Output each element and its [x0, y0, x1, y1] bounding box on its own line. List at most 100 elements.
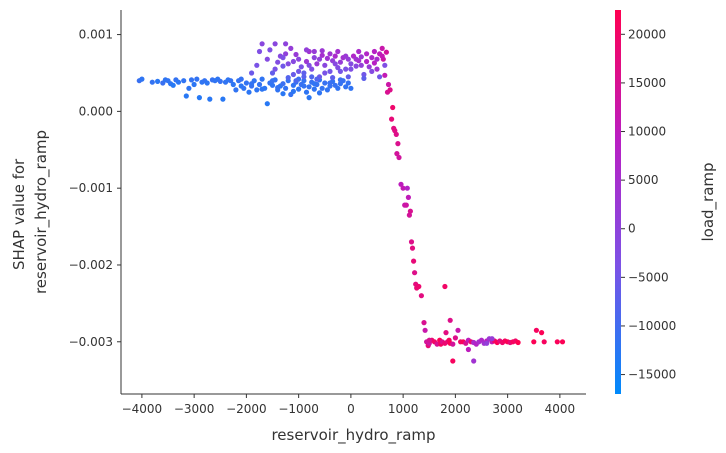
data-point [259, 86, 265, 92]
data-point [301, 78, 307, 84]
data-point [267, 47, 273, 53]
data-point [207, 96, 213, 102]
data-point [269, 82, 276, 88]
data-point [559, 339, 566, 345]
colorbar-tick-label: 20000 [628, 27, 666, 41]
data-point [269, 70, 276, 76]
data-point [335, 85, 341, 91]
x-tick-label: −2000 [226, 402, 267, 416]
data-point [377, 74, 383, 80]
data-point [283, 85, 289, 91]
data-point [283, 51, 289, 57]
data-point [398, 181, 404, 187]
data-point [389, 116, 395, 122]
y-tick-label: −0.003 [69, 335, 113, 349]
data-point [204, 80, 210, 86]
data-point [306, 95, 312, 101]
data-point [311, 81, 317, 87]
data-point [327, 51, 333, 57]
data-point [554, 339, 560, 345]
data-point [337, 77, 343, 83]
data-point [408, 239, 415, 245]
y-axis-label-line-2: reservoir_hydro_ramp [32, 130, 51, 294]
plot-area: −4000 −3000 −2000 −1000 0 1000 2000 3000 4000 0.… [69, 10, 586, 416]
data-point [309, 66, 315, 72]
data-point [272, 41, 278, 47]
data-point [306, 62, 312, 68]
data-point [343, 53, 349, 59]
data-point [254, 87, 260, 93]
data-point [396, 154, 402, 161]
data-point [531, 339, 537, 345]
data-point [330, 75, 336, 81]
data-point [406, 212, 412, 218]
data-point [285, 61, 291, 67]
data-point [465, 346, 471, 353]
data-point [426, 337, 432, 343]
data-point [364, 58, 370, 65]
data-point [183, 93, 189, 99]
x-tick-label: 0 [347, 402, 355, 416]
data-point [422, 327, 428, 333]
data-point [371, 48, 377, 55]
data-point [322, 70, 328, 76]
data-point [364, 51, 370, 57]
data-point [311, 86, 317, 92]
data-point [303, 58, 310, 65]
data-point [280, 55, 286, 61]
data-point [382, 72, 388, 78]
data-point [450, 358, 456, 364]
data-point [412, 270, 418, 276]
y-axis-label-line-1: SHAP value for [10, 158, 28, 270]
data-point [371, 60, 377, 66]
colorbar-tick-label: 10000 [628, 125, 666, 139]
data-point [379, 53, 385, 59]
data-point [259, 41, 265, 47]
data-point [170, 82, 176, 88]
data-point [385, 81, 392, 88]
colorbar-tick-label: 15000 [628, 76, 666, 90]
data-point [290, 58, 296, 65]
data-point [471, 358, 477, 364]
data-point [298, 64, 304, 70]
data-point [515, 339, 521, 346]
data-point [241, 85, 247, 91]
data-point [269, 78, 276, 84]
data-point [418, 293, 424, 299]
data-point [314, 76, 320, 82]
data-point [306, 84, 312, 90]
data-point [393, 131, 399, 137]
y-tick-label: 0.000 [79, 104, 113, 118]
data-point [217, 78, 223, 84]
data-point [155, 78, 161, 84]
data-point [327, 68, 333, 74]
data-point [256, 81, 263, 88]
data-point [311, 55, 317, 61]
data-point [254, 62, 260, 68]
data-point [337, 59, 343, 65]
data-point [296, 68, 302, 74]
y-axis-label: SHAP value for reservoir_hydro_ramp [10, 130, 51, 294]
data-point [293, 78, 299, 84]
data-point [181, 78, 187, 84]
data-point [400, 185, 406, 191]
data-point [395, 141, 401, 147]
colorbar-tick-label: −5000 [628, 270, 669, 284]
data-point [337, 68, 343, 74]
data-point [348, 85, 354, 91]
data-point [356, 48, 362, 55]
data-point [353, 56, 359, 62]
x-tick-label: 2000 [440, 402, 471, 416]
data-point [319, 85, 325, 91]
data-point [311, 48, 317, 55]
scatter-points [136, 41, 566, 364]
data-point [403, 202, 409, 208]
data-point [238, 76, 244, 82]
data-point [383, 49, 389, 55]
x-tick-label: 4000 [545, 402, 576, 416]
data-point [303, 47, 310, 53]
data-point [387, 87, 393, 93]
data-point [324, 55, 330, 62]
data-point [259, 76, 265, 82]
